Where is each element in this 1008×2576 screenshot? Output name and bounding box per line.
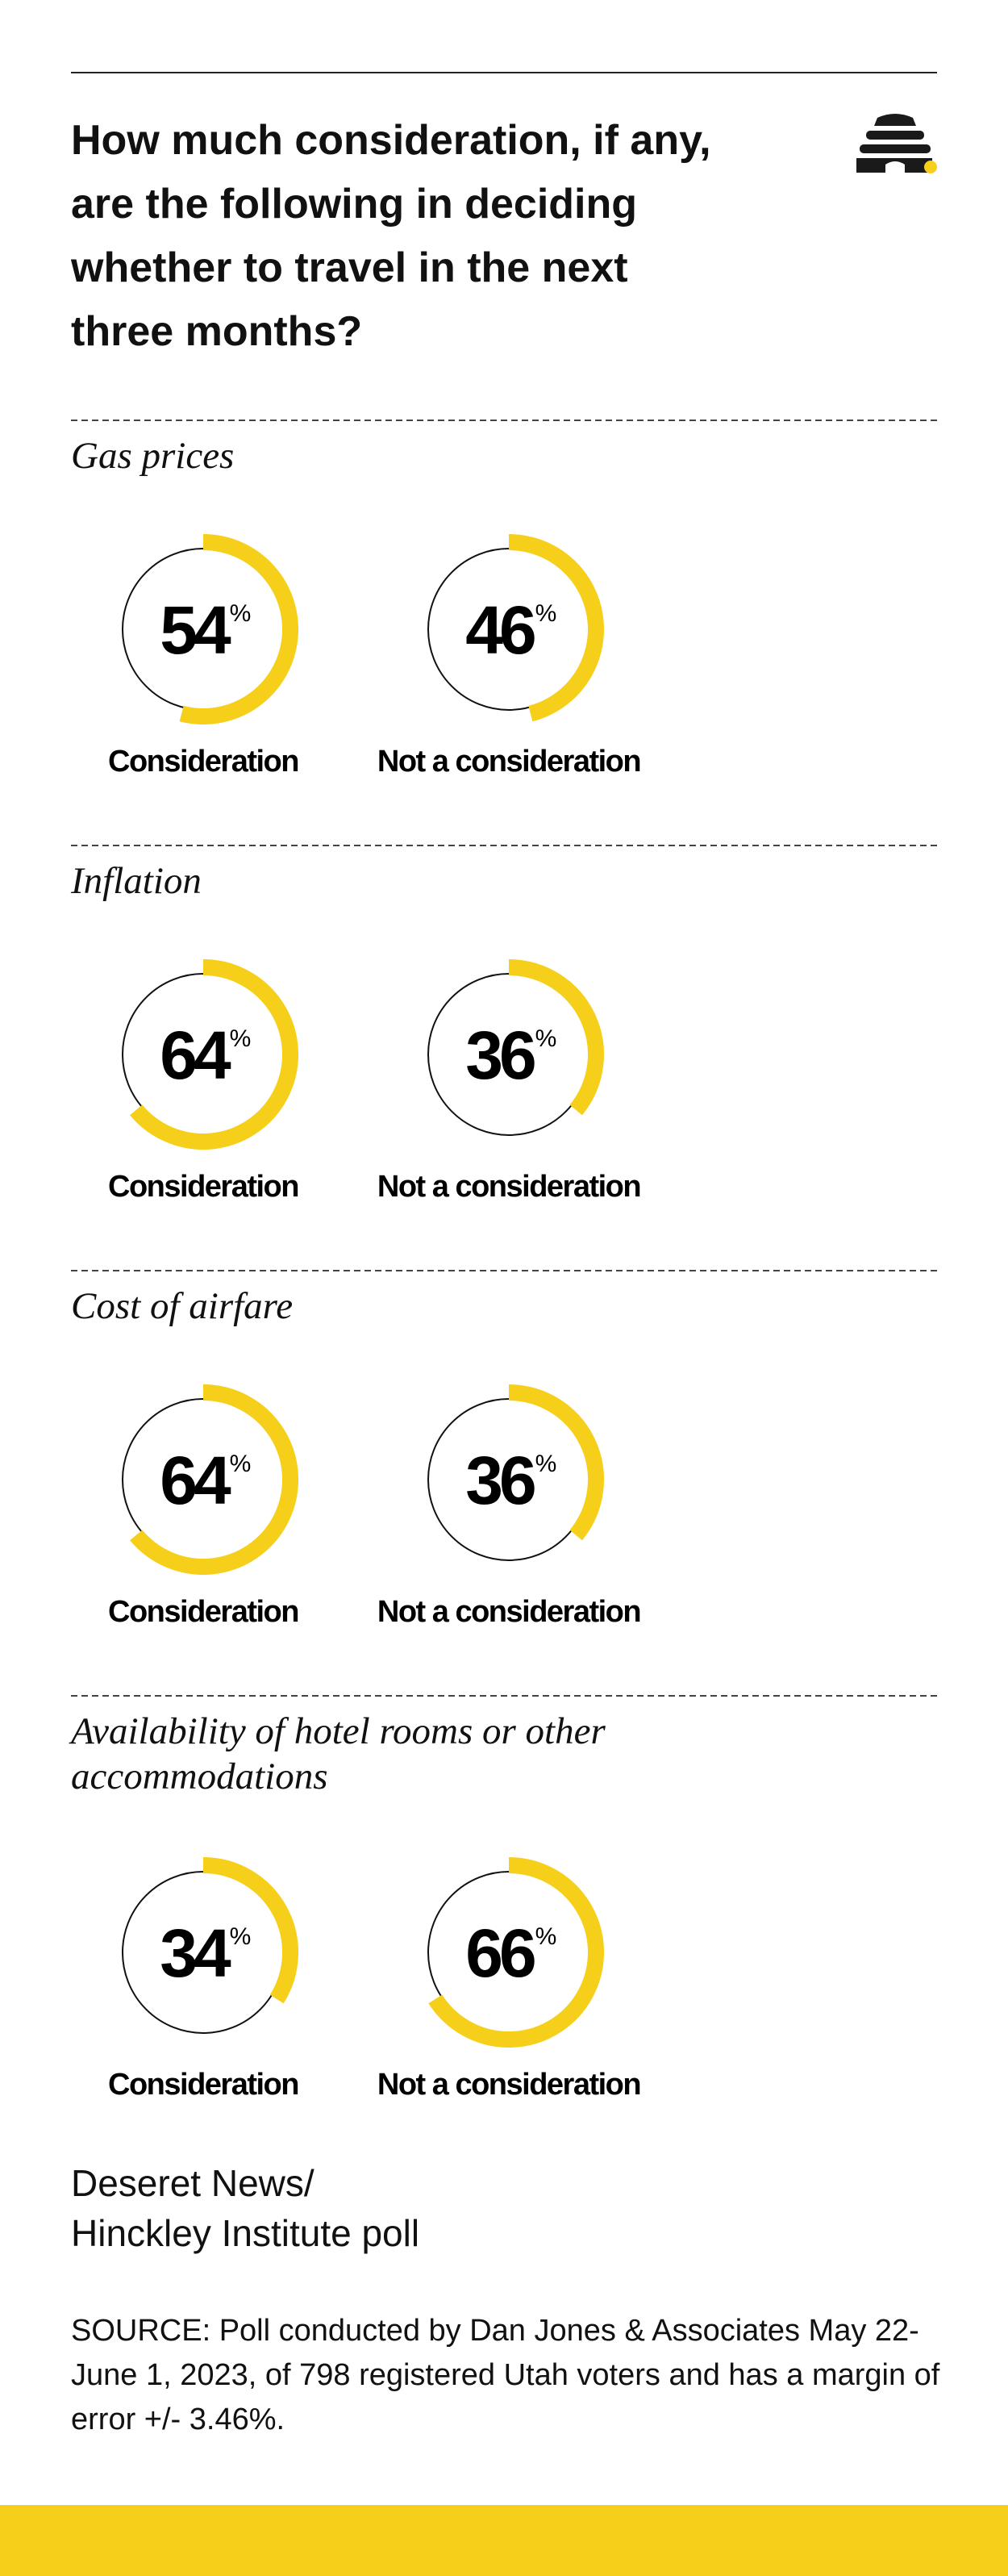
value-label: 64: [160, 1017, 231, 1093]
category-label: Consideration: [108, 1595, 298, 1629]
donut-arc: [428, 1857, 604, 2048]
value-label: 66: [465, 1915, 535, 1991]
unit-label: %: [535, 1451, 557, 1477]
section-label: Inflation: [71, 860, 202, 902]
donut-arc: [508, 959, 604, 1116]
category-label: Consideration: [108, 1170, 298, 1204]
category-label: Not a consideration: [377, 1170, 640, 1204]
credit: Deseret News/ Hinckley Institute poll: [71, 2162, 420, 2254]
unit-label: %: [535, 1025, 557, 1052]
unit-label: %: [230, 1025, 252, 1052]
title: How much consideration, if any, are the …: [71, 117, 711, 355]
category-label: Not a consideration: [377, 1595, 640, 1629]
category-label: Not a consideration: [377, 2068, 640, 2102]
source: SOURCE: Poll conducted by Dan Jones & As…: [71, 2314, 940, 2436]
value-label: 54: [160, 592, 231, 668]
value-label: 34: [160, 1915, 231, 1991]
unit-label: %: [230, 600, 252, 627]
logo: [856, 114, 937, 173]
category-label: Consideration: [108, 2068, 298, 2102]
unit-label: %: [230, 1923, 252, 1950]
unit-label: %: [230, 1451, 252, 1477]
section-label: Cost of airfare: [71, 1285, 294, 1327]
value-label: 36: [465, 1442, 535, 1518]
section-label: Gas prices: [71, 435, 235, 477]
donut-arc: [130, 959, 298, 1150]
unit-label: %: [535, 600, 557, 627]
donut-arc: [508, 1384, 604, 1541]
footer-bar: [0, 2505, 1008, 2576]
unit-label: %: [535, 1923, 557, 1950]
section-label: Availability of hotel rooms or other acc…: [71, 1710, 606, 1797]
donut-arc: [179, 534, 298, 724]
value-label: 64: [160, 1442, 231, 1518]
value-label: 36: [465, 1017, 535, 1093]
category-label: Not a consideration: [377, 745, 640, 779]
donut-arc: [202, 1857, 298, 2004]
donut-arc: [508, 534, 604, 722]
category-label: Consideration: [108, 745, 298, 779]
donut-arc: [130, 1384, 298, 1575]
value-label: 46: [465, 592, 535, 668]
